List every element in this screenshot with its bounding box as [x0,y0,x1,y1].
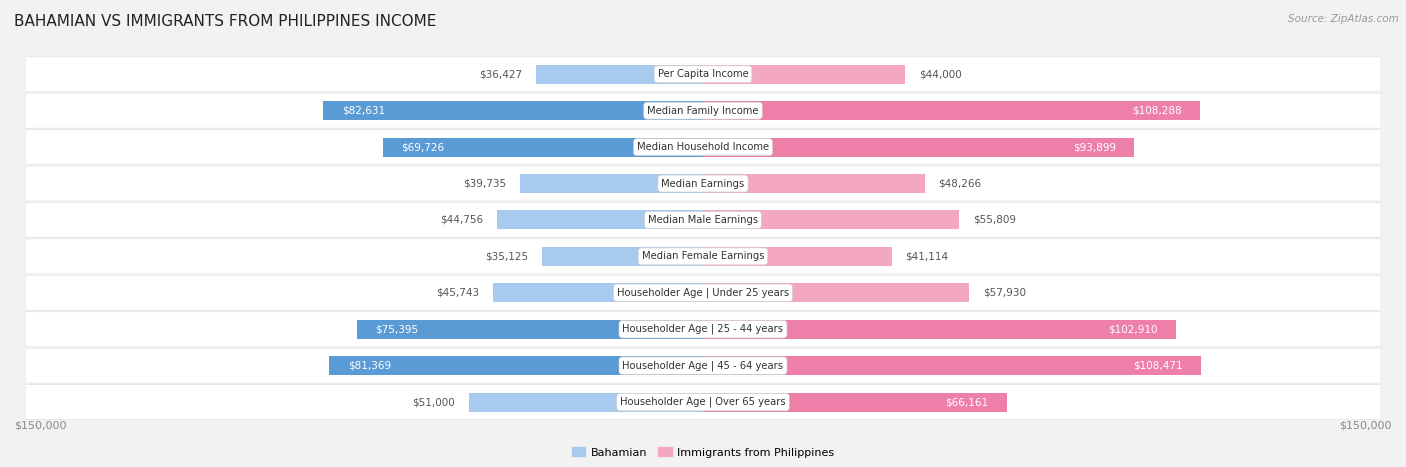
FancyBboxPatch shape [25,130,1381,164]
Legend: Bahamian, Immigrants from Philippines: Bahamian, Immigrants from Philippines [567,443,839,462]
Bar [703,211,959,229]
Text: $66,161: $66,161 [945,397,988,407]
Bar [323,101,703,120]
FancyBboxPatch shape [25,239,1381,274]
Text: $93,899: $93,899 [1073,142,1116,152]
Bar [541,247,703,266]
Text: Median Household Income: Median Household Income [637,142,769,152]
Bar [494,283,703,302]
FancyBboxPatch shape [25,203,1381,237]
Bar [703,65,905,84]
FancyBboxPatch shape [25,57,1381,92]
Bar [536,65,703,84]
Text: Householder Age | Under 25 years: Householder Age | Under 25 years [617,288,789,298]
Text: $81,369: $81,369 [347,361,391,371]
Bar [703,393,1007,411]
FancyBboxPatch shape [25,276,1381,310]
Text: $41,114: $41,114 [905,251,949,262]
Text: Householder Age | Over 65 years: Householder Age | Over 65 years [620,397,786,407]
Text: $150,000: $150,000 [14,420,66,430]
FancyBboxPatch shape [25,239,1381,274]
FancyBboxPatch shape [25,166,1381,201]
Bar [468,393,703,411]
FancyBboxPatch shape [25,311,1381,347]
Text: Median Male Earnings: Median Male Earnings [648,215,758,225]
Text: $48,266: $48,266 [938,178,981,189]
FancyBboxPatch shape [25,312,1381,347]
Text: $36,427: $36,427 [479,69,522,79]
Text: BAHAMIAN VS IMMIGRANTS FROM PHILIPPINES INCOME: BAHAMIAN VS IMMIGRANTS FROM PHILIPPINES … [14,14,436,29]
FancyBboxPatch shape [25,57,1381,92]
FancyBboxPatch shape [25,93,1381,128]
Bar [703,101,1201,120]
FancyBboxPatch shape [25,275,1381,311]
Text: $44,756: $44,756 [440,215,484,225]
Bar [703,174,925,193]
Text: $150,000: $150,000 [1340,420,1392,430]
FancyBboxPatch shape [25,385,1381,419]
Text: $55,809: $55,809 [973,215,1017,225]
Bar [357,320,703,339]
Text: $39,735: $39,735 [464,178,506,189]
Text: Householder Age | 25 - 44 years: Householder Age | 25 - 44 years [623,324,783,334]
Text: Householder Age | 45 - 64 years: Householder Age | 45 - 64 years [623,361,783,371]
Text: $82,631: $82,631 [342,106,385,116]
FancyBboxPatch shape [25,348,1381,383]
Text: Per Capita Income: Per Capita Income [658,69,748,79]
Text: $69,726: $69,726 [401,142,444,152]
Bar [703,356,1201,375]
FancyBboxPatch shape [25,202,1381,238]
Bar [703,320,1175,339]
FancyBboxPatch shape [25,384,1381,420]
Text: $51,000: $51,000 [412,397,456,407]
FancyBboxPatch shape [25,166,1381,201]
Text: $108,288: $108,288 [1132,106,1182,116]
Text: Median Female Earnings: Median Female Earnings [641,251,765,262]
Text: Median Family Income: Median Family Income [647,106,759,116]
FancyBboxPatch shape [25,93,1381,128]
Text: $45,743: $45,743 [436,288,479,298]
FancyBboxPatch shape [25,348,1381,383]
Text: $75,395: $75,395 [375,324,418,334]
Bar [703,283,969,302]
Text: $57,930: $57,930 [983,288,1026,298]
Bar [382,138,703,156]
Bar [329,356,703,375]
Bar [703,247,891,266]
Text: $102,910: $102,910 [1108,324,1157,334]
Text: $44,000: $44,000 [920,69,962,79]
Text: Source: ZipAtlas.com: Source: ZipAtlas.com [1288,14,1399,24]
Text: $35,125: $35,125 [485,251,527,262]
Text: Median Earnings: Median Earnings [661,178,745,189]
FancyBboxPatch shape [25,129,1381,165]
Text: $108,471: $108,471 [1133,361,1182,371]
Bar [498,211,703,229]
Bar [520,174,703,193]
Bar [703,138,1135,156]
